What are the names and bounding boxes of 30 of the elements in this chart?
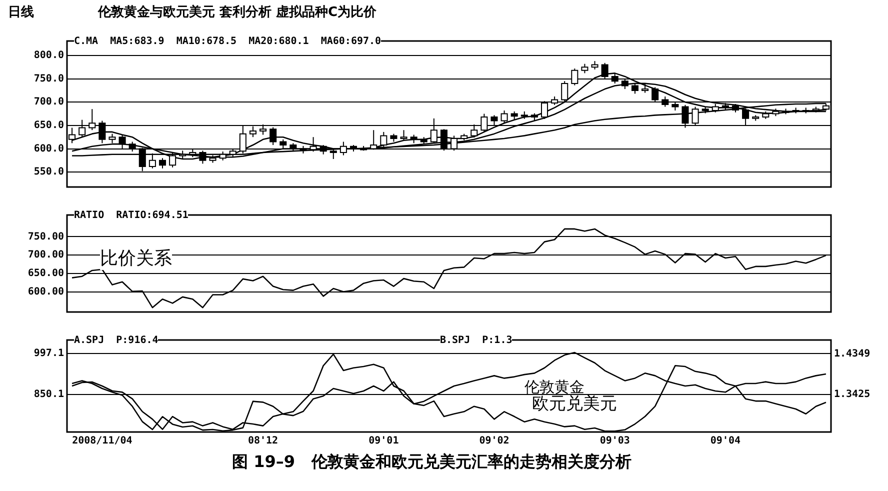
y-tick-label: 700.00 [28, 250, 64, 261]
x-tick-label: 08'12 [248, 436, 278, 447]
annotation: B.SPJ P:1.3 [440, 335, 512, 346]
y-tick-label: 600.00 [28, 286, 64, 298]
x-tick-label: 09'03 [600, 436, 630, 447]
x-tick-label: 2008/11/04 [72, 436, 132, 447]
x-tick-label: 09'02 [479, 436, 510, 447]
text: 日线 [8, 3, 34, 21]
y-tick-label: 750.00 [28, 231, 64, 242]
series-label: 伦敦黄金 [524, 378, 585, 396]
y-tick-label: 850.1 [34, 389, 64, 400]
y-tick-label: 650.00 [28, 268, 64, 280]
x-tick-label: 09'01 [368, 436, 399, 447]
annotation: 比价关系 [100, 246, 172, 270]
y-tick-label: 997.1 [34, 348, 64, 360]
y-tick-label: 600.0 [34, 143, 64, 154]
caption: 图 19–9 伦敦黄金和欧元兑美元汇率的走势相关度分析 [232, 452, 632, 473]
y-tick-label: 550.0 [34, 166, 64, 178]
y-tick-label: 750.0 [34, 73, 64, 84]
y2-tick-label: 1.4349 [834, 348, 870, 360]
x-tick-label: 09'04 [710, 436, 740, 447]
y-tick-label: 650.0 [34, 120, 64, 132]
y-tick-label: 800.0 [34, 50, 64, 62]
y2-tick-label: 1.3425 [834, 389, 870, 400]
annotation: C.MA MA5:683.9 MA10:678.5 MA20:680.1 MA60:697.0 [74, 36, 382, 47]
y-tick-label: 700.0 [34, 96, 64, 108]
annotation: RATIO RATIO:694.51 [74, 210, 188, 221]
series-label: 欧元兑美元 [532, 394, 618, 414]
chart-title: 伦敦黄金与欧元美元 套利分析 虚拟品种C为比价 [98, 3, 377, 21]
annotation: A.SPJ P:916.4 [74, 335, 158, 346]
